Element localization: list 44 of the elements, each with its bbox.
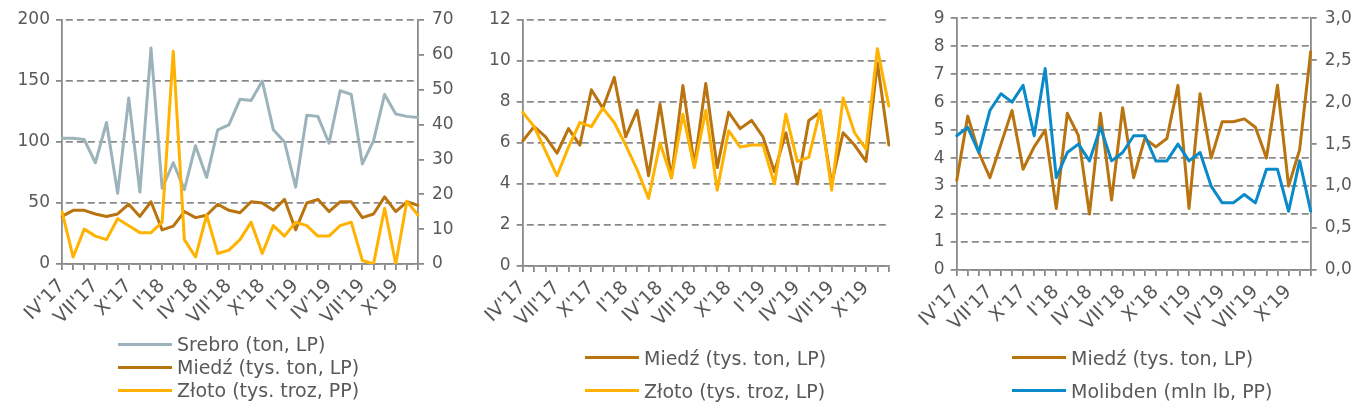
y-tick-label: 100 bbox=[17, 130, 50, 151]
y2-tick-label: 10 bbox=[432, 217, 454, 238]
y2-tick-label: 70 bbox=[432, 8, 454, 29]
legend-label: Złoto (tys. troz, PP) bbox=[177, 379, 360, 401]
y2-tick-label: 30 bbox=[432, 147, 454, 168]
y2-tick-label: 20 bbox=[432, 182, 454, 203]
legend-label: Molibden (mln lb, PP) bbox=[1071, 379, 1273, 402]
y2-tick-label: 0,5 bbox=[1324, 216, 1352, 237]
y-tick-label: 5 bbox=[933, 118, 945, 139]
y-tick-label: 2 bbox=[499, 213, 511, 234]
y2-tick-label: 0 bbox=[432, 252, 443, 273]
y-tick-label: 200 bbox=[17, 8, 50, 29]
legend-label: Miedź (tys. ton, LP) bbox=[644, 346, 827, 369]
y-tick-label: 150 bbox=[17, 69, 50, 90]
y-tick-label: 1 bbox=[933, 230, 945, 251]
y-tick-label: 0 bbox=[39, 252, 50, 273]
y2-tick-label: 2,5 bbox=[1324, 48, 1352, 69]
y-tick-label: 50 bbox=[28, 191, 50, 212]
legend-label: Miedź (tys. ton, LP) bbox=[177, 356, 360, 378]
y-tick-label: 6 bbox=[499, 131, 511, 152]
y2-tick-label: 50 bbox=[432, 78, 454, 99]
y-tick-label: 9 bbox=[933, 6, 945, 27]
y2-tick-label: 2,0 bbox=[1324, 90, 1352, 111]
y-tick-label: 0 bbox=[499, 254, 511, 275]
y2-tick-label: 3,0 bbox=[1324, 6, 1352, 27]
legend-label: Złoto (tys. troz, LP) bbox=[644, 379, 826, 402]
y-tick-label: 4 bbox=[933, 146, 945, 167]
y-tick-label: 6 bbox=[933, 90, 945, 111]
y-tick-label: 7 bbox=[933, 62, 945, 83]
y-tick-label: 0 bbox=[933, 258, 945, 279]
y-tick-label: 10 bbox=[489, 49, 511, 70]
y-tick-label: 2 bbox=[933, 202, 945, 223]
legend-label: Miedź (tys. ton, LP) bbox=[1071, 346, 1254, 369]
y2-tick-label: 1,5 bbox=[1324, 132, 1352, 153]
y-tick-label: 3 bbox=[933, 174, 945, 195]
y2-tick-label: 0,0 bbox=[1324, 258, 1352, 279]
y2-tick-label: 1,0 bbox=[1324, 174, 1352, 195]
legend-label: Srebro (ton, LP) bbox=[177, 333, 326, 355]
y2-tick-label: 60 bbox=[432, 43, 454, 64]
y-tick-label: 8 bbox=[933, 34, 945, 55]
y-tick-label: 8 bbox=[499, 90, 511, 111]
y2-tick-label: 40 bbox=[432, 112, 454, 133]
y-tick-label: 12 bbox=[489, 8, 511, 29]
y-tick-label: 4 bbox=[499, 172, 511, 193]
